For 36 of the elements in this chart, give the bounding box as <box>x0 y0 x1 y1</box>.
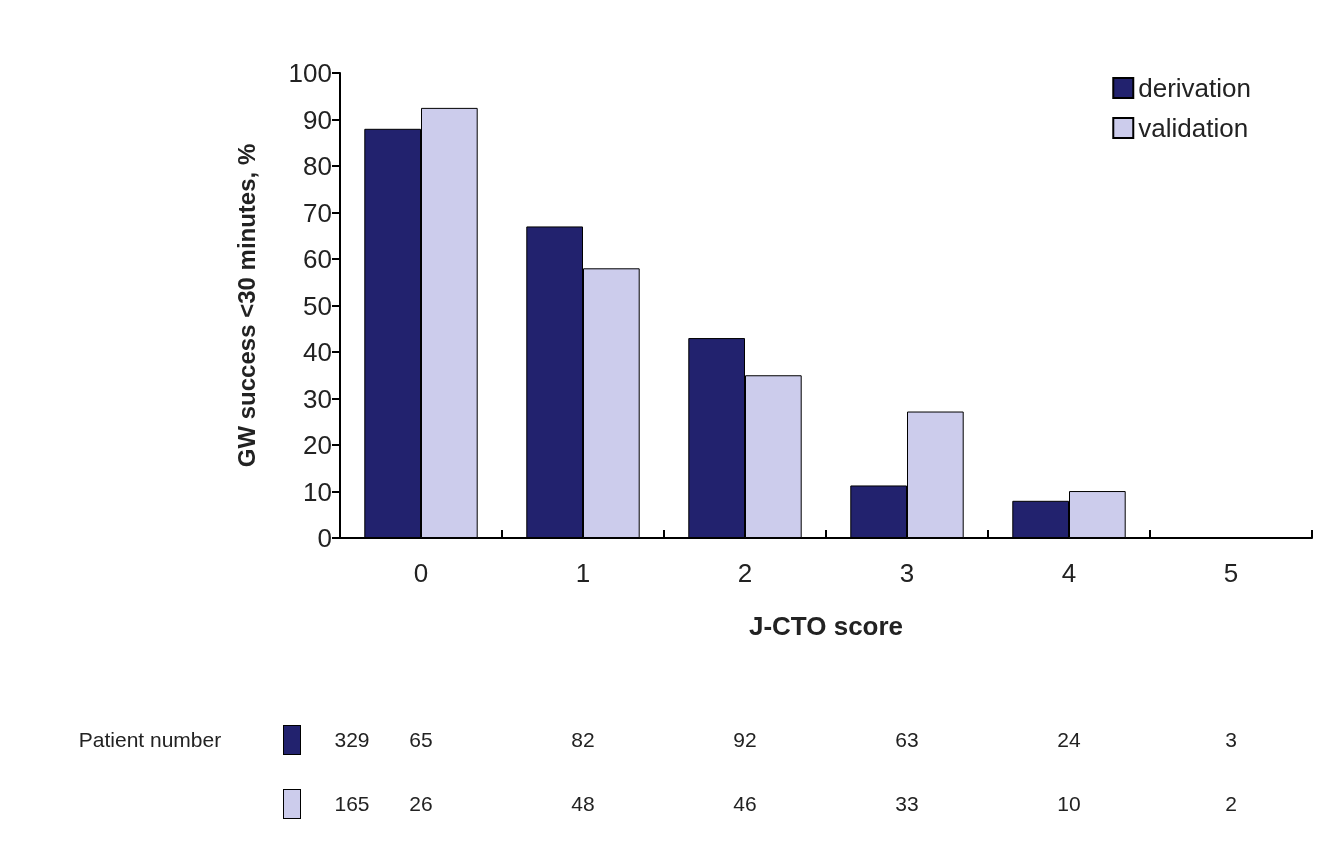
y-tick-label: 0 <box>317 523 332 553</box>
y-tick-label: 70 <box>303 197 332 228</box>
text: 63 <box>895 728 919 752</box>
x-tick-label: 4 <box>1061 558 1077 588</box>
legend-label: derivation <box>1138 73 1251 103</box>
legend-label: validation <box>1138 113 1249 143</box>
x-tick-label: 2 <box>737 558 753 588</box>
y-tick-label: 80 <box>303 151 332 181</box>
text: 82 <box>571 728 595 752</box>
y-tick-label: 90 <box>303 104 332 135</box>
y-tick-label: 60 <box>303 244 332 274</box>
y-axis-title: GW success <30 minutes, % <box>232 143 260 468</box>
y-tick-label: 40 <box>303 337 332 367</box>
text: 48 <box>571 792 595 816</box>
text: 10 <box>1057 792 1081 816</box>
text: 3 <box>1225 728 1237 752</box>
y-tick-label: 30 <box>303 383 332 414</box>
y-tick-label: 20 <box>303 430 332 460</box>
text: 26 <box>409 792 433 816</box>
x-tick-label: 0 <box>413 558 429 588</box>
text: 65 <box>409 728 433 752</box>
x-axis-title: J-CTO score <box>748 611 904 641</box>
x-tick-label: 1 <box>575 558 591 588</box>
text: 46 <box>733 792 757 816</box>
x-tick-label: 5 <box>1223 558 1239 588</box>
y-tick-label: 10 <box>303 476 332 507</box>
y-tick-label: 100 <box>288 58 332 88</box>
text: 92 <box>733 728 757 752</box>
text: 24 <box>1057 728 1081 752</box>
text: 165 <box>334 792 370 816</box>
x-tick-label: 3 <box>899 558 915 588</box>
y-tick-label: 50 <box>303 290 332 321</box>
text: 33 <box>895 792 919 816</box>
text: Patient number <box>78 728 222 752</box>
text: 329 <box>334 728 370 752</box>
text: 2 <box>1225 792 1237 816</box>
